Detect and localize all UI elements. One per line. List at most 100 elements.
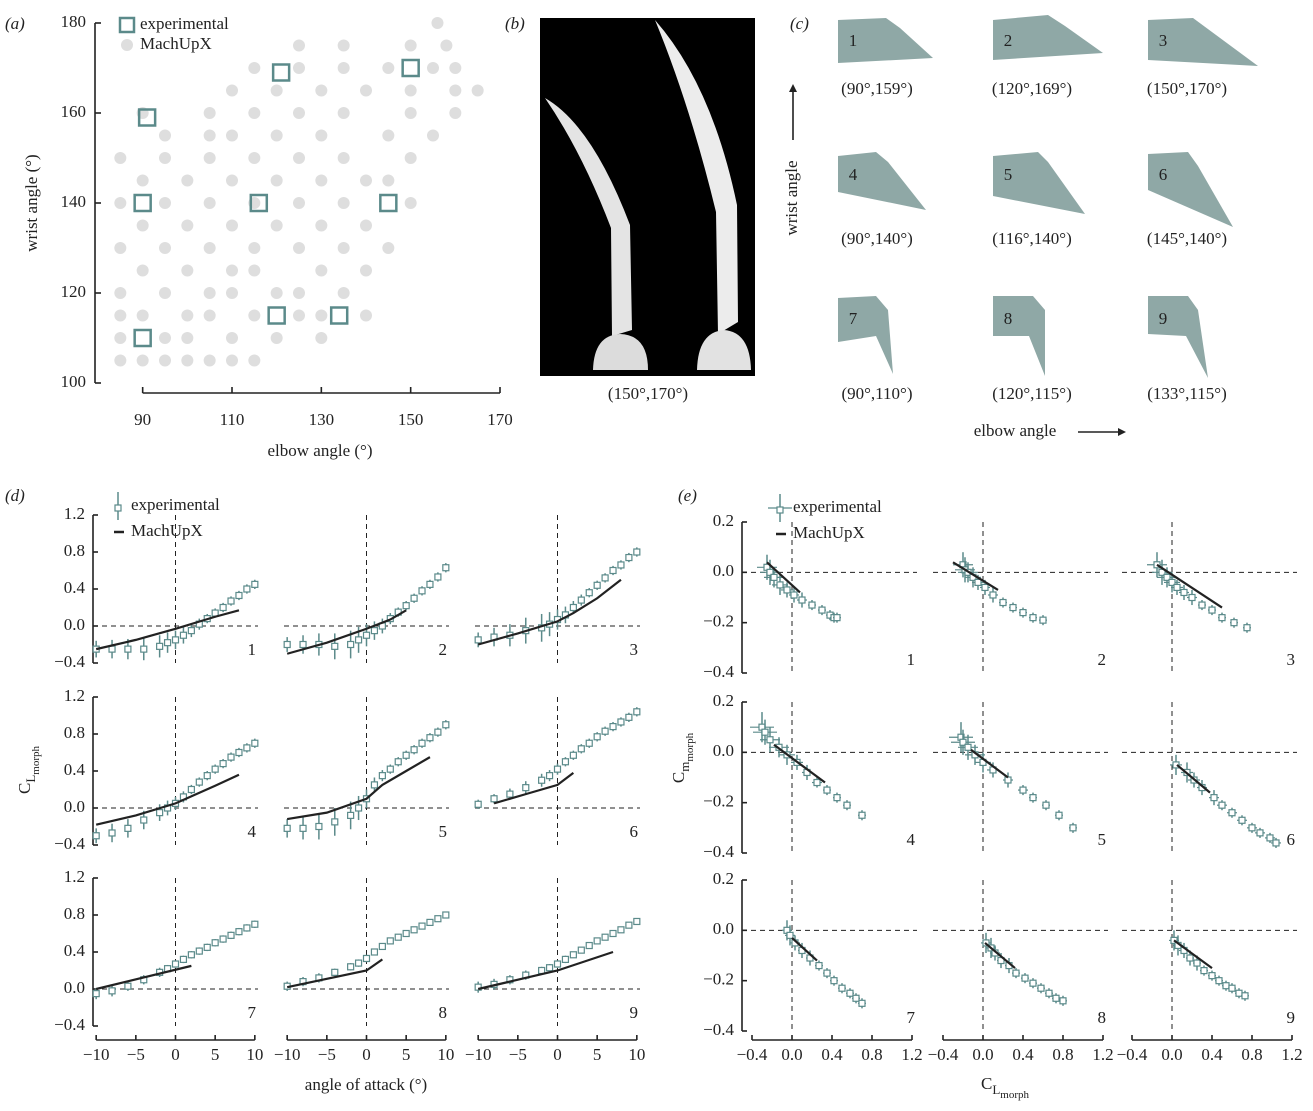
y-tick-label: 0.2 xyxy=(713,869,734,888)
experimental-point xyxy=(833,614,841,622)
experimental-point xyxy=(108,829,116,837)
machupx-point xyxy=(360,84,372,97)
machupx-point xyxy=(404,39,417,52)
machupx-point xyxy=(404,197,417,209)
experimental-point xyxy=(625,921,633,929)
machupx-point xyxy=(159,197,171,209)
machupx-point xyxy=(293,197,305,209)
experimental-point xyxy=(235,591,243,600)
machupx-point xyxy=(449,107,462,119)
experimental-point xyxy=(1059,997,1067,1005)
x-tick-label: 5 xyxy=(593,1045,602,1064)
wing-shape xyxy=(838,18,933,63)
x-axis-label-main: C xyxy=(981,1074,992,1093)
x-axis-label: elbow angle (°) xyxy=(268,441,373,460)
experimental-point xyxy=(299,640,307,649)
experimental-point xyxy=(1243,624,1251,632)
experimental-point xyxy=(585,739,593,747)
experimental-point xyxy=(601,727,609,735)
experimental-point xyxy=(553,765,562,773)
experimental-point xyxy=(846,989,854,997)
legend-label: MachUpX xyxy=(140,34,212,53)
shape-caption: (116°,140°) xyxy=(992,229,1072,248)
machupx-point xyxy=(360,174,372,187)
experimental-point xyxy=(585,589,593,597)
machupx-point xyxy=(337,287,350,299)
experimental-point xyxy=(347,811,355,820)
x-axis-label: CLmorph xyxy=(981,1074,1030,1101)
experimental-point xyxy=(124,982,132,990)
experimental-point xyxy=(370,781,379,789)
experimental-point xyxy=(833,794,841,802)
machupx-point xyxy=(315,309,328,322)
experimental-point xyxy=(235,748,243,757)
machupx-line xyxy=(493,771,575,805)
panel-number: 7 xyxy=(248,1003,257,1022)
x-tick-label: 0.4 xyxy=(1201,1045,1223,1064)
experimental-point xyxy=(1021,974,1029,982)
machupx-line xyxy=(791,937,818,962)
x-tick-label: 10 xyxy=(628,1045,645,1064)
panel-label: (e) xyxy=(678,486,697,505)
experimental-point xyxy=(386,937,394,945)
machupx-point xyxy=(248,62,261,74)
machupx-line xyxy=(766,561,801,594)
experimental-point xyxy=(219,935,227,943)
machupx-point xyxy=(114,354,127,367)
experimental-point xyxy=(783,586,791,594)
legend-marker xyxy=(114,504,122,512)
experimental-point xyxy=(133,193,152,213)
experimental-point xyxy=(354,636,363,644)
wing-shape xyxy=(1148,152,1233,227)
experimental-point xyxy=(964,743,972,751)
experimental-point xyxy=(1238,816,1246,824)
experimental-point xyxy=(426,580,434,588)
experimental-point xyxy=(434,573,442,581)
machupx-point xyxy=(471,84,484,97)
machupx-point xyxy=(337,107,350,119)
panel-number: 7 xyxy=(907,1008,916,1027)
machupx-line xyxy=(477,950,614,991)
experimental-point xyxy=(633,708,641,716)
machupx-line xyxy=(286,756,431,821)
experimental-point xyxy=(633,548,641,556)
machupx-point xyxy=(270,174,283,187)
legend-marker xyxy=(776,506,784,514)
machupx-point xyxy=(293,287,305,299)
machupx-point xyxy=(114,309,127,322)
experimental-point xyxy=(243,744,251,752)
x-tick-label: 1.2 xyxy=(1281,1045,1302,1064)
experimental-point xyxy=(609,722,617,731)
experimental-point xyxy=(179,631,188,639)
machupx-line xyxy=(1176,764,1211,794)
x-tick-label: 0 xyxy=(362,1045,371,1064)
x-tick-label: 10 xyxy=(437,1045,454,1064)
experimental-point xyxy=(124,645,132,653)
machupx-line xyxy=(970,748,1009,779)
machupx-point xyxy=(293,39,305,52)
experimental-point xyxy=(593,581,601,589)
y-tick-label: −0.2 xyxy=(703,612,734,631)
machupx-point xyxy=(449,84,462,97)
experimental-point xyxy=(394,933,402,941)
machupx-point xyxy=(226,174,238,187)
x-tick-label: −10 xyxy=(465,1045,492,1064)
experimental-point xyxy=(156,642,164,650)
machupx-point xyxy=(270,84,283,97)
machupx-point xyxy=(159,242,171,254)
experimental-point xyxy=(219,759,227,768)
machupx-line xyxy=(773,743,826,784)
experimental-point xyxy=(561,955,570,964)
shape-caption: (90°,110°) xyxy=(841,384,912,403)
experimental-point xyxy=(815,961,823,970)
experimental-point xyxy=(378,772,386,780)
machupx-point xyxy=(248,264,261,277)
x-tick-label: 0.0 xyxy=(972,1045,993,1064)
y-tick-label: −0.2 xyxy=(703,970,734,989)
experimental-point xyxy=(299,824,307,832)
legend-marker xyxy=(118,16,136,34)
experimental-point xyxy=(227,931,235,939)
panel-number: 5 xyxy=(439,822,448,841)
machupx-point xyxy=(315,332,328,344)
experimental-point xyxy=(442,911,450,919)
